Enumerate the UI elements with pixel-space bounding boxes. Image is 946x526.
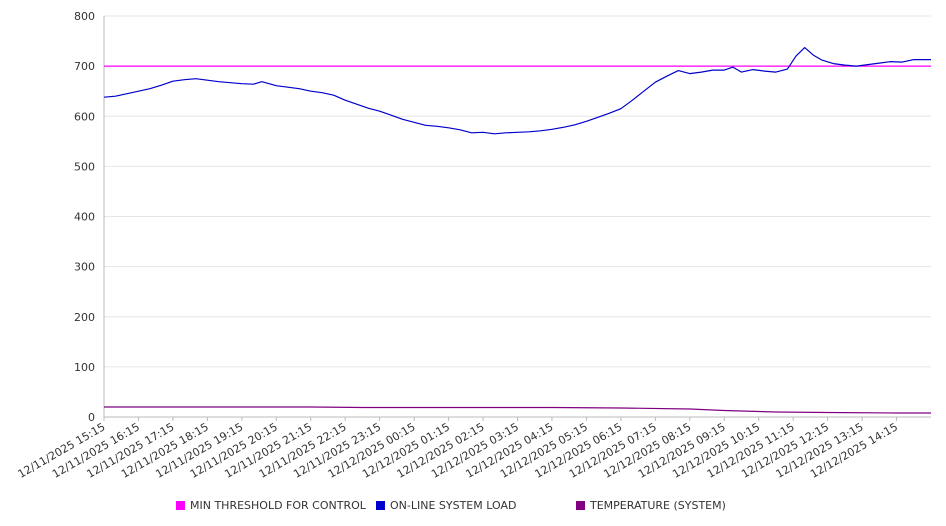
y-tick-label: 200 [74, 311, 95, 324]
y-tick-label: 100 [74, 361, 95, 374]
legend-swatch [576, 501, 585, 510]
legend-label: MIN THRESHOLD FOR CONTROL [190, 499, 367, 512]
series-line-2 [104, 406, 931, 414]
y-tick-label: 500 [74, 160, 95, 173]
legend-label: TEMPERATURE (SYSTEM) [589, 499, 726, 512]
y-tick-label: 700 [74, 60, 95, 73]
series-line-1 [103, 47, 931, 135]
series-lines [103, 47, 931, 414]
y-tick-label: 0 [88, 411, 95, 424]
y-tick-label: 800 [74, 10, 95, 23]
legend: MIN THRESHOLD FOR CONTROL ON-LINE SYSTEM … [176, 499, 726, 512]
y-tick-label: 300 [74, 261, 95, 274]
legend-swatch [376, 501, 385, 510]
grid-lines [104, 15, 931, 368]
y-tick-label: 400 [74, 211, 95, 224]
legend-label: ON-LINE SYSTEM LOAD [390, 499, 516, 512]
legend-swatch [176, 501, 185, 510]
y-tick-label: 600 [74, 110, 95, 123]
y-axis-ticks: 0 100 200 300 400 500 600 700 800 [74, 10, 95, 424]
